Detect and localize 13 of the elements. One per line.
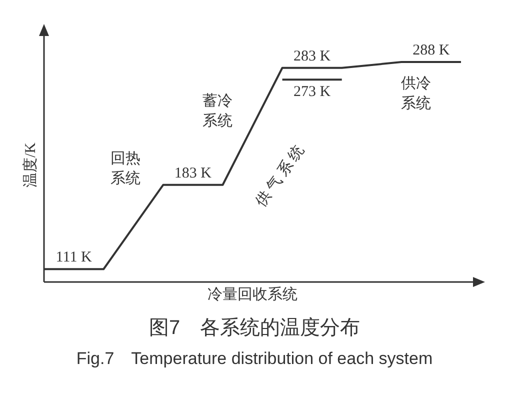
data-label: 273 K: [294, 84, 331, 100]
data-label: 288 K: [412, 42, 450, 58]
x-axis-title: 冷量回收系统: [208, 286, 298, 303]
y-axis-title: 温度/K: [22, 142, 39, 188]
data-label: 283 K: [294, 48, 331, 64]
data-label: 183 K: [174, 165, 212, 182]
text: Fig.7 Temperature distribution of each system: [75, 348, 434, 370]
annotation: 回热系统: [110, 150, 140, 187]
annotation: 供 气 系 统: [252, 142, 308, 210]
annotation: 供冷系统: [401, 74, 432, 112]
annotation: 蓄冷系统: [202, 92, 232, 130]
text: 图7 各系统的温度分布: [148, 316, 362, 341]
data-label: 111 K: [56, 250, 92, 266]
